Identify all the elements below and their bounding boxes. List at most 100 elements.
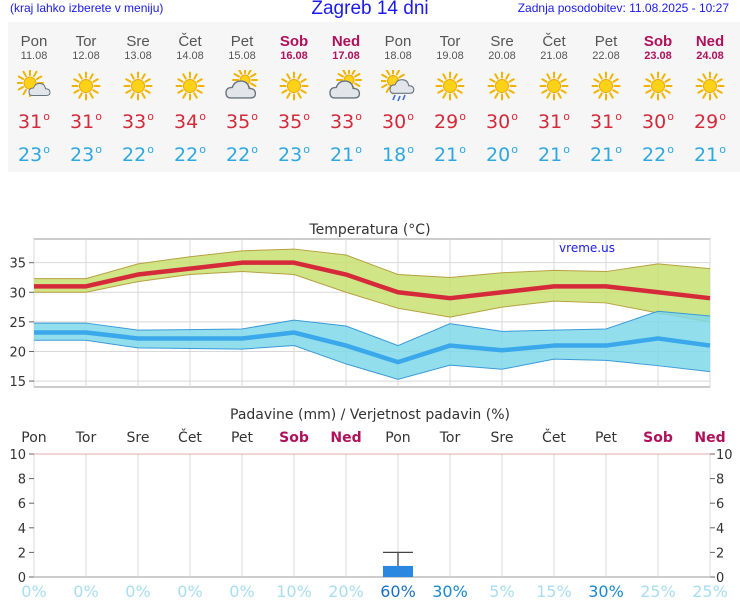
min-temperature-value: 23	[18, 144, 43, 166]
x-tick-label: Tor	[75, 430, 97, 446]
day-name: Ned	[331, 33, 361, 50]
sun-icon	[175, 71, 205, 101]
x-tick-label: Sre	[127, 430, 150, 446]
sun-icon	[487, 71, 517, 101]
min-temperature-value: 22	[122, 144, 147, 166]
day-column: Sre 20.08 30o 20o	[476, 22, 528, 172]
day-column: Sob 23.08 30o 22o	[632, 22, 684, 172]
max-temperature-value: 34	[174, 111, 199, 133]
min-temperature: 23o	[268, 139, 320, 166]
day-date: 13.08	[124, 50, 152, 62]
min-temp-band-lower	[34, 339, 711, 380]
y-tick-label: 6	[18, 497, 26, 512]
x-tick-label: Čet	[542, 428, 566, 446]
day-column: Čet 21.08 31o 21o	[528, 22, 580, 172]
max-temperature: 33o	[112, 106, 164, 133]
chart-title: Temperatura (°C)	[308, 222, 430, 238]
degree-mark: o	[407, 143, 414, 156]
chart-title: Padavine (mm) / Verjetnost padavin (%)	[230, 407, 510, 423]
day-date: 12.08	[72, 50, 100, 62]
day-date: 11.08	[20, 50, 48, 62]
day-column: Sre 13.08 33o 22o	[112, 22, 164, 172]
min-temperature: 21o	[684, 139, 736, 166]
min-temperature: 23o	[60, 139, 112, 166]
y-tick-label: 15	[9, 375, 26, 390]
temperature-chart: Temperatura (°C) 15 20 25 30 35 vreme.us	[9, 222, 711, 390]
daily-forecast-panel: Pon 11.08 31o 23o Tor 12.08 31o 23o Sre 13.08 33o 2…	[8, 22, 740, 172]
sun-icon	[695, 71, 725, 101]
day-name: Pet	[230, 33, 254, 50]
max-temperature: 31o	[580, 106, 632, 133]
y-tick-label: 8	[18, 473, 26, 488]
day-date: 24.08	[696, 50, 724, 62]
degree-mark: o	[355, 143, 362, 156]
max-temperature: 30o	[372, 106, 424, 133]
min-temperature: 21o	[320, 139, 372, 166]
precipitation-probability: 60%	[380, 582, 416, 600]
min-temperature: 22o	[216, 139, 268, 166]
day-date: 20.08	[488, 50, 516, 62]
degree-mark: o	[615, 110, 622, 123]
day-name: Čet	[178, 33, 202, 50]
day-column: Ned 24.08 29o 21o	[684, 22, 736, 172]
y-tick-label: 30	[9, 286, 26, 301]
precipitation-probability: 0%	[21, 582, 46, 600]
day-column: Pon 11.08 31o 23o	[8, 22, 60, 172]
degree-mark: o	[719, 110, 726, 123]
max-temperature-value: 31	[590, 111, 615, 133]
watermark: vreme.us	[559, 241, 615, 255]
y-tick-label-right: 2	[716, 546, 724, 561]
day-date: 21.08	[540, 50, 568, 62]
day-name: Tor	[439, 33, 461, 50]
degree-mark: o	[43, 143, 50, 156]
degree-mark: o	[459, 110, 466, 123]
day-date: 14.08	[176, 50, 204, 62]
y-tick-label: 2	[18, 546, 26, 561]
degree-mark: o	[303, 143, 310, 156]
min-temperature-value: 18	[382, 144, 407, 166]
cloud-sun-icon	[225, 70, 258, 99]
degree-mark: o	[251, 110, 258, 123]
degree-mark: o	[407, 110, 414, 123]
max-temperature: 31o	[8, 106, 60, 133]
day-date: 22.08	[592, 50, 620, 62]
day-date: 16.08	[280, 50, 308, 62]
degree-mark: o	[719, 143, 726, 156]
top-bar: (kraj lahko izberete v meniju) Zagreb 14…	[0, 0, 740, 20]
max-temperature-value: 30	[486, 111, 511, 133]
degree-mark: o	[199, 110, 206, 123]
max-temperature: 33o	[320, 106, 372, 133]
degree-mark: o	[43, 110, 50, 123]
degree-mark: o	[459, 143, 466, 156]
max-temp-band-upper	[34, 248, 711, 280]
max-temperature: 29o	[424, 106, 476, 133]
min-temp-band-upper	[34, 310, 711, 347]
day-column: Sob 16.08 35o 23o	[268, 22, 320, 172]
max-temperature: 30o	[632, 106, 684, 133]
day-column: Pet 15.08 35o 22o	[216, 22, 268, 172]
min-temperature-value: 23	[70, 144, 95, 166]
min-temperature-value: 23	[278, 144, 303, 166]
max-temperature-value: 31	[18, 111, 43, 133]
min-temperature-value: 21	[694, 144, 719, 166]
min-temperature-value: 22	[226, 144, 251, 166]
day-name: Pet	[594, 33, 618, 50]
location-menu-hint[interactable]: (kraj lahko izberete v meniju)	[10, 1, 164, 15]
x-tick-label: Pet	[595, 430, 618, 446]
degree-mark: o	[147, 110, 154, 123]
degree-mark: o	[303, 110, 310, 123]
precipitation-probability: 15%	[536, 582, 572, 600]
min-temp-range-band	[34, 311, 710, 380]
day-column: Tor 19.08 29o 21o	[424, 22, 476, 172]
y-tick-label-right: 6	[716, 497, 724, 512]
max-temperature: 35o	[268, 106, 320, 133]
max-temperature-value: 30	[382, 111, 407, 133]
precipitation-probability: 25%	[692, 582, 728, 600]
plot-area	[33, 453, 711, 578]
precipitation-probability: 0%	[73, 582, 98, 600]
min-temperature: 21o	[580, 139, 632, 166]
day-date: 19.08	[436, 50, 464, 62]
sun-icon	[643, 71, 673, 101]
max-temperature-value: 29	[434, 111, 459, 133]
max-temperature-value: 33	[122, 111, 147, 133]
